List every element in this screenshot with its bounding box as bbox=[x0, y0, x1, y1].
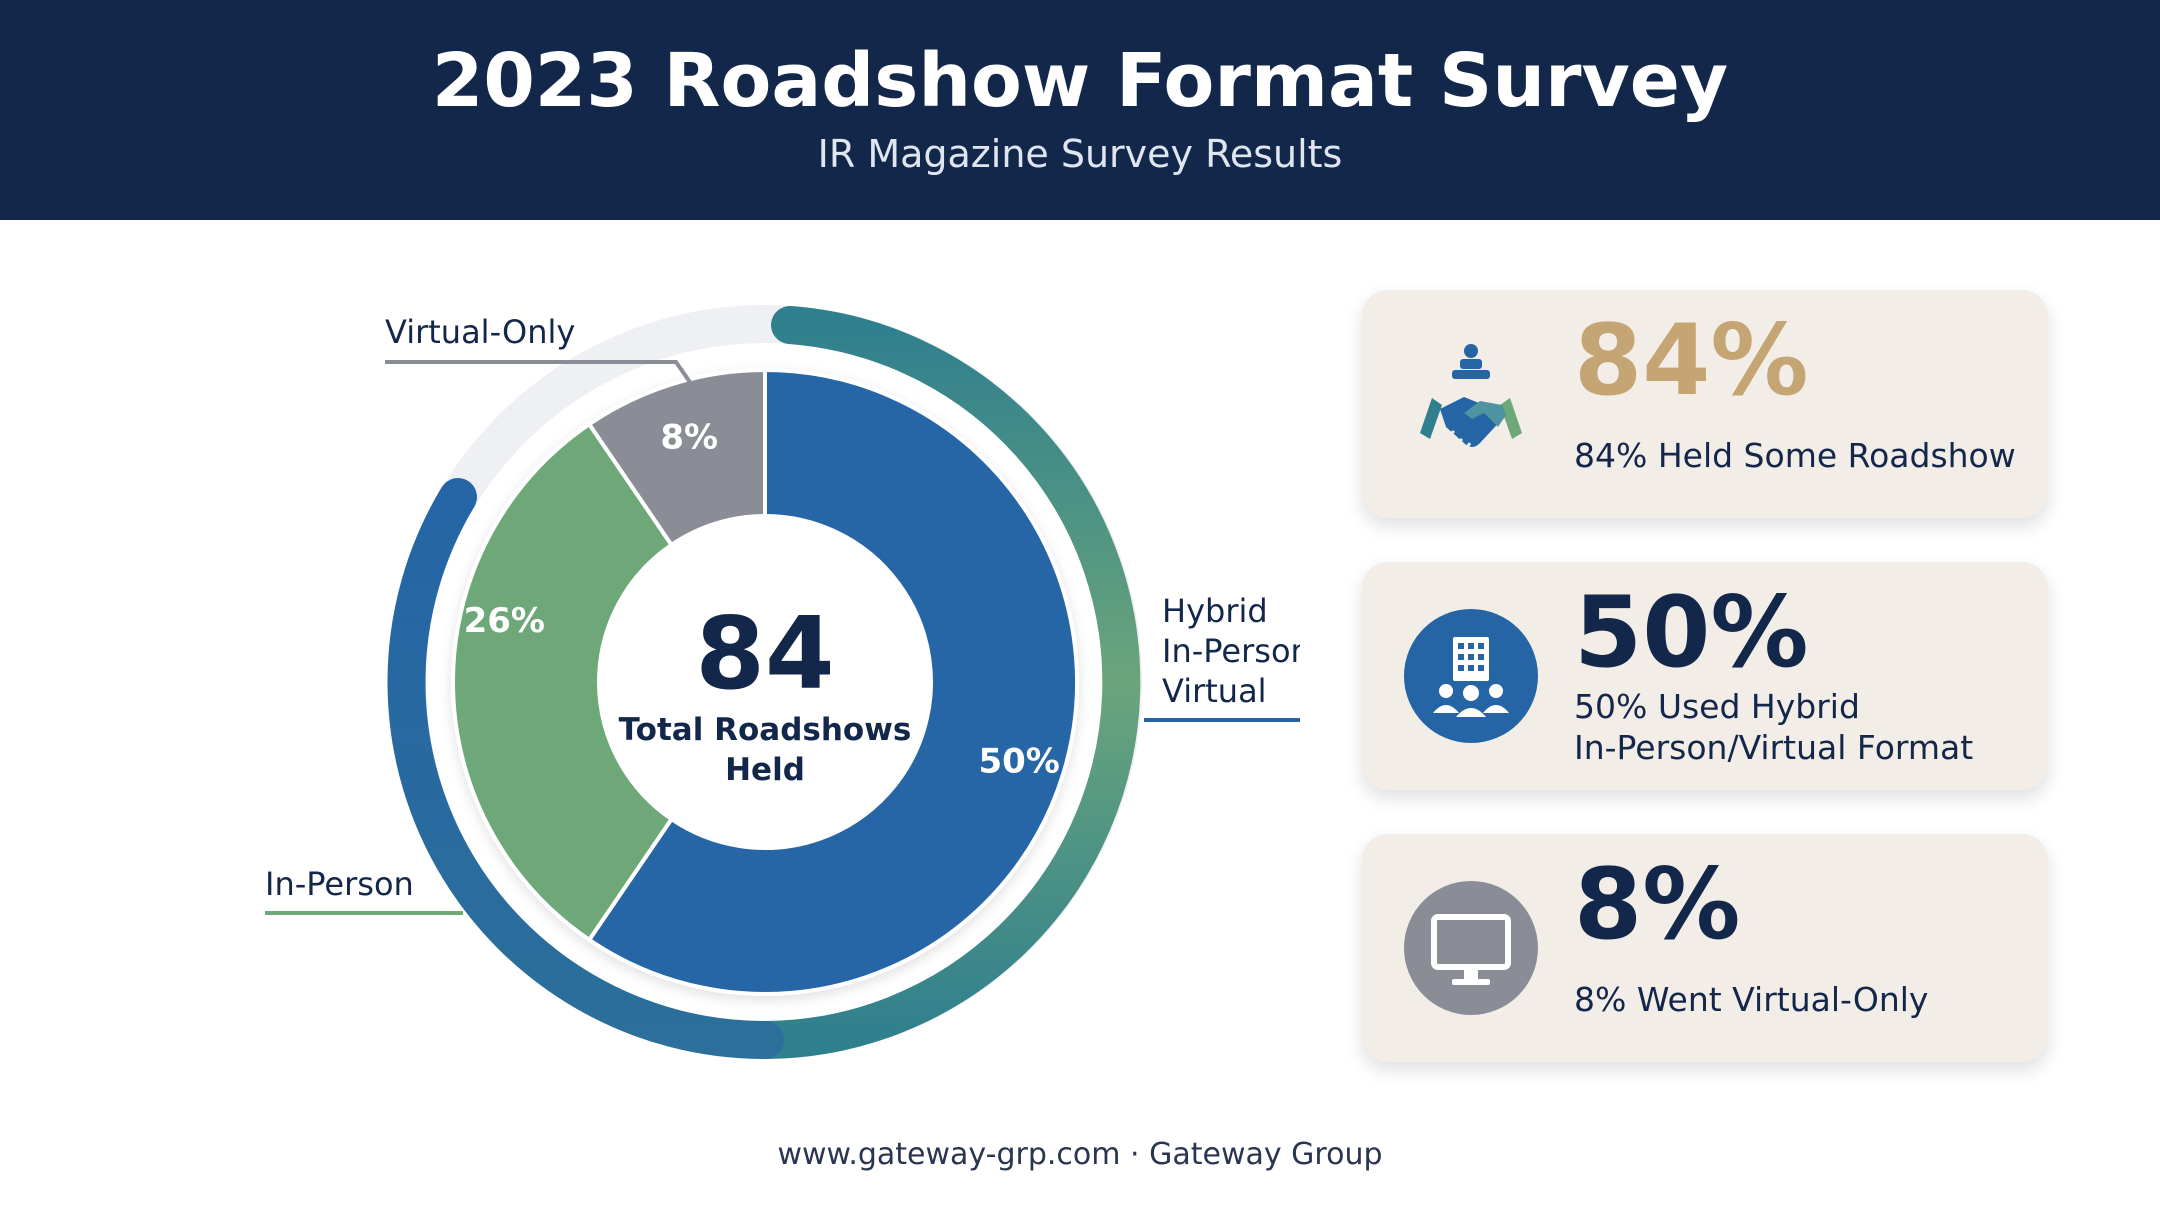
stat-desc-held: 84% Held Some Roadshow bbox=[1574, 436, 2016, 475]
stat-card-hybrid: 50% 50% Used Hybrid In-Person/Virtual Fo… bbox=[1362, 562, 2048, 790]
page-subtitle: IR Magazine Survey Results bbox=[817, 132, 1343, 176]
monitor-icon bbox=[1404, 881, 1538, 1015]
callout-virtual-only: Virtual-Only bbox=[385, 313, 575, 351]
outer-ring-arc-left bbox=[387, 478, 784, 1060]
page-title: 2023 Roadshow Format Survey bbox=[431, 38, 1729, 124]
outer-ring-arc-right bbox=[746, 306, 1141, 1059]
donut-chart: 50% 26% 8% 84 Total Roadshows Held Virtual… bbox=[265, 305, 1300, 1060]
stat-value-virtual: 8% bbox=[1574, 848, 1741, 962]
header-banner: 2023 Roadshow Format Survey IR Magazine … bbox=[0, 0, 2160, 220]
footer-source: www.gateway-grp.com · Gateway Group bbox=[777, 1137, 1383, 1172]
stat-desc-hybrid-line1: 50% Used Hybrid bbox=[1574, 687, 1860, 726]
center-total-value: 84 bbox=[695, 595, 834, 712]
segment-label-in-person: 26% bbox=[464, 601, 545, 641]
stat-desc-virtual: 8% Went Virtual-Only bbox=[1574, 980, 1929, 1019]
callout-hybrid-line1: Hybrid bbox=[1162, 592, 1268, 630]
callout-virtual-leader bbox=[385, 360, 696, 390]
office-building-people-icon bbox=[1404, 609, 1538, 743]
stat-desc-hybrid-line2: In-Person/Virtual Format bbox=[1574, 728, 1974, 767]
callout-hybrid-line3: Virtual bbox=[1162, 672, 1267, 710]
stat-value-hybrid: 50% bbox=[1574, 576, 1809, 690]
center-label-line1: Total Roadshows bbox=[619, 712, 912, 748]
center-label-line2: Held bbox=[725, 752, 805, 788]
handshake-icon bbox=[1420, 344, 1522, 450]
stat-card-held: 84% 84% Held Some Roadshow bbox=[1362, 290, 2048, 518]
callout-hybrid-line2: In-Person/ bbox=[1162, 632, 1300, 670]
stat-card-virtual: 8% 8% Went Virtual-Only bbox=[1362, 834, 2048, 1062]
segment-label-hybrid: 50% bbox=[978, 741, 1059, 781]
callout-in-person: In-Person bbox=[265, 865, 414, 903]
stat-value-held: 84% bbox=[1574, 304, 1809, 418]
donut-hole bbox=[599, 516, 931, 848]
segment-label-virtual-only: 8% bbox=[660, 417, 718, 457]
